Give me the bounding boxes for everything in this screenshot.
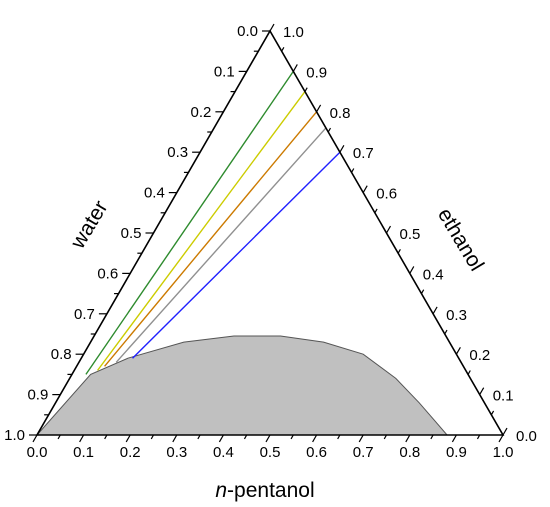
right-tick-label-4: 0.4 (423, 266, 444, 283)
tie-line-4 (115, 127, 327, 363)
bottom-tick-label-8: 0.8 (399, 444, 420, 461)
left-tick-label-3: 0.3 (167, 144, 188, 161)
left-tick-label-5: 0.5 (121, 225, 142, 242)
right-tick-11 (374, 208, 378, 214)
right-tick-18 (292, 64, 298, 72)
bottom-tick-19 (476, 434, 481, 440)
bottom-tick-10 (265, 434, 271, 443)
tie-line-1 (85, 71, 294, 375)
left-tick-label-2: 0.2 (191, 104, 212, 121)
bottom-tick-6 (172, 434, 178, 443)
pentanol-axis-label-italic: n (215, 479, 227, 502)
binodal-region (35, 335, 449, 436)
bottom-tick-15 (383, 434, 388, 440)
bottom-tick-18 (451, 434, 457, 443)
right-tick-13 (351, 168, 355, 173)
right-tick-label-2: 0.2 (469, 347, 490, 364)
left-tick-label-9: 0.9 (27, 387, 48, 404)
bottom-tick-9 (243, 434, 248, 440)
left-tick-label-0: 0.0 (237, 23, 258, 40)
right-tick-0 (502, 427, 508, 436)
right-tick-label-7: 0.7 (353, 145, 374, 162)
bottom-tick-11 (290, 434, 294, 440)
right-tick-10 (385, 225, 392, 234)
right-tick-20 (269, 23, 275, 32)
left-tick-label-6: 0.6 (97, 265, 118, 282)
bottom-tick-4 (125, 434, 131, 443)
bottom-tick-label-9: 0.9 (446, 444, 467, 461)
right-tick-16 (316, 104, 322, 113)
right-tick-19 (281, 47, 285, 52)
bottom-tick-1 (57, 434, 61, 440)
bottom-tick-2 (79, 434, 85, 443)
bottom-tick-12 (312, 434, 318, 443)
bottom-tick-label-10: 1.0 (493, 444, 514, 461)
right-tick-label-1: 0.1 (493, 388, 514, 405)
right-tick-label-0: 0.0 (516, 428, 537, 445)
water-axis-label: water (66, 197, 113, 254)
right-tick-2 (479, 387, 485, 395)
bottom-tick-13 (337, 434, 341, 440)
left-tick-label-8: 0.8 (51, 346, 72, 363)
left-tick-label-1: 0.1 (214, 63, 235, 80)
right-tick-label-10: 1.0 (283, 24, 304, 41)
bottom-tick-label-5: 0.5 (260, 444, 281, 461)
bottom-tick-label-7: 0.7 (353, 444, 374, 461)
tick-labels: 0.0 0.1 0.2 0.3 0.4 0.5 0.6 0.7 0.8 0.9 1.00.00.10… (4, 23, 537, 461)
right-tick-label-5: 0.5 (400, 226, 421, 243)
tie-line-3 (104, 111, 318, 367)
right-tick-1 (490, 410, 495, 416)
pentanol-axis-label: n-pentanol (215, 479, 314, 502)
right-tick-8 (409, 266, 415, 274)
left-tick-label-7: 0.7 (74, 306, 95, 323)
bottom-tick-16 (405, 434, 411, 443)
right-tick-15 (327, 127, 332, 133)
bottom-tick-label-3: 0.3 (166, 444, 187, 461)
right-tick-4 (455, 346, 461, 355)
bottom-tick-label-1: 0.1 (73, 444, 94, 461)
right-tick-9 (397, 249, 401, 254)
tick-marks (29, 23, 508, 443)
left-tick-label-10: 1.0 (4, 427, 25, 444)
bottom-tick-label-6: 0.6 (306, 444, 327, 461)
ethanol-axis-label: ethanol (433, 204, 488, 275)
binodal-region-layer (35, 335, 449, 436)
right-tick-label-8: 0.8 (330, 105, 351, 122)
pentanol-axis-label-rest: -pentanol (227, 479, 315, 502)
bottom-tick-17 (430, 434, 434, 440)
bottom-tick-label-4: 0.4 (213, 444, 234, 461)
bottom-tick-20 (498, 434, 504, 443)
bottom-tick-0 (32, 434, 38, 443)
right-tick-14 (339, 144, 345, 153)
right-tick-6 (432, 306, 438, 315)
bottom-tick-label-2: 0.2 (120, 444, 141, 461)
bottom-tick-14 (358, 434, 364, 443)
right-tick-17 (304, 87, 308, 92)
tie-line-5 (132, 151, 341, 359)
right-tick-label-3: 0.3 (446, 307, 467, 324)
bottom-tick-7 (197, 434, 201, 440)
left-tick-label-4: 0.4 (144, 185, 165, 202)
bottom-tick-5 (150, 434, 155, 440)
tie-line-2 (97, 91, 306, 371)
right-tick-label-6: 0.6 (376, 186, 397, 203)
right-tick-5 (444, 329, 448, 335)
right-tick-7 (420, 289, 425, 294)
tie-lines-layer (85, 71, 341, 375)
right-tick-label-9: 0.9 (306, 64, 327, 81)
bottom-tick-label-0: 0.0 (27, 444, 48, 461)
right-tick-12 (362, 185, 368, 193)
right-tick-3 (467, 370, 471, 375)
bottom-tick-8 (218, 434, 224, 443)
bottom-tick-3 (104, 434, 108, 440)
